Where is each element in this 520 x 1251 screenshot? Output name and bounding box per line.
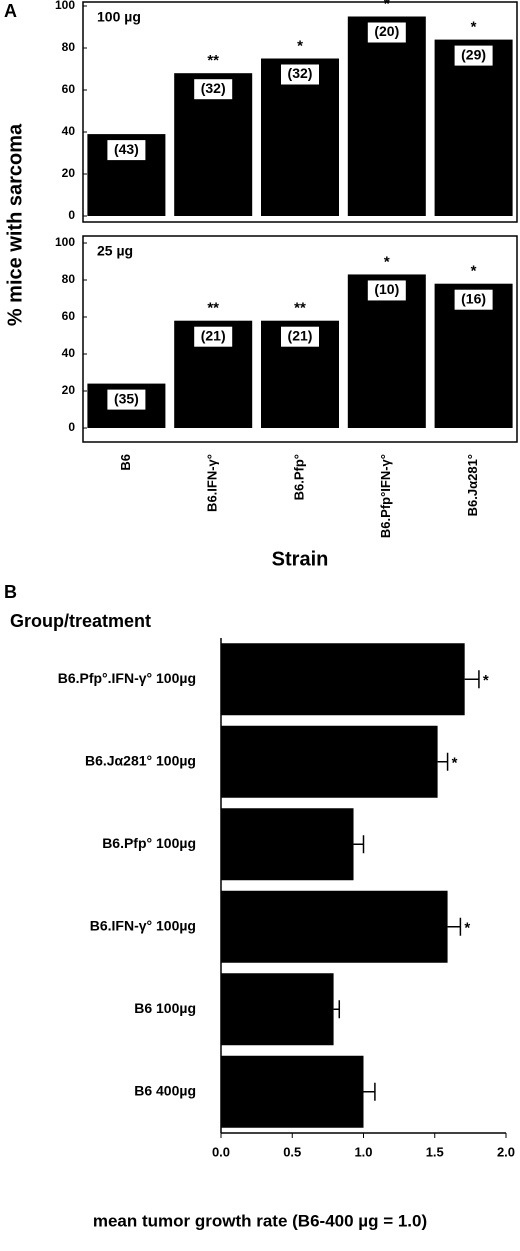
panel-title: Group/treatment xyxy=(10,611,151,631)
significance: * xyxy=(384,253,390,270)
x-tick-label: 0.0 xyxy=(212,1144,230,1159)
count-box xyxy=(454,45,493,66)
y-tick-label: 80 xyxy=(62,40,76,54)
y-tick-label: B6 100µg xyxy=(134,1000,196,1016)
significance: ** xyxy=(207,52,219,69)
x-tick-label: 1.5 xyxy=(426,1144,444,1159)
y-tick-label: B6.IFN-γ° 100µg xyxy=(90,917,196,933)
count-box xyxy=(367,22,406,43)
y-tick-label: 60 xyxy=(62,309,76,323)
x-axis-label: mean tumor growth rate (B6-400 µg = 1.0) xyxy=(93,1211,427,1230)
bar xyxy=(221,643,465,716)
x-axis-label: Strain xyxy=(272,548,329,570)
plot-frame xyxy=(82,1,518,223)
dose-label: 25 µg xyxy=(97,243,133,259)
x-tick-label: B6.Jα281° xyxy=(465,454,480,516)
x-tick-label: B6.Pfp°IFN-γ° xyxy=(378,454,393,538)
significance: * xyxy=(483,672,489,689)
bar xyxy=(261,58,339,216)
count-box xyxy=(454,289,493,310)
count-label: (21) xyxy=(288,327,313,343)
x-tick-label: B6.Pfp° xyxy=(291,454,306,500)
count-label: (35) xyxy=(114,390,139,406)
y-tick-label: 20 xyxy=(62,383,76,397)
y-tick-label: 100 xyxy=(55,0,75,12)
x-tick-label: B6 xyxy=(118,454,133,471)
significance: * xyxy=(471,263,477,280)
significance: * xyxy=(384,0,390,12)
significance: ** xyxy=(207,300,219,317)
significance: * xyxy=(471,19,477,36)
count-label: (16) xyxy=(461,290,486,306)
count-box xyxy=(107,140,146,161)
y-tick-label: 40 xyxy=(62,346,76,360)
y-tick-label: B6.Jα281° 100µg xyxy=(85,752,196,768)
count-box xyxy=(367,280,406,301)
bar xyxy=(221,725,438,798)
x-tick-label: 0.5 xyxy=(283,1144,301,1159)
y-tick-label: 100 xyxy=(55,235,75,249)
count-box xyxy=(281,326,319,347)
x-tick-label: 2.0 xyxy=(497,1144,515,1159)
count-label: (32) xyxy=(288,65,313,81)
panel-letter: B xyxy=(4,582,17,602)
significance: * xyxy=(452,755,458,772)
y-tick-label: 80 xyxy=(62,272,76,286)
count-box xyxy=(194,326,233,347)
count-label: (29) xyxy=(461,46,486,62)
count-label: (43) xyxy=(114,141,139,157)
y-tick-label: B6 400µg xyxy=(134,1082,196,1098)
y-axis-label: % mice with sarcoma xyxy=(4,123,26,326)
count-box xyxy=(281,64,319,85)
x-tick-label: 1.0 xyxy=(354,1144,372,1159)
y-tick-label: 0 xyxy=(68,420,75,434)
y-tick-label: 20 xyxy=(62,166,76,180)
x-tick-label: B6.IFN-γ° xyxy=(205,454,220,512)
plot-frame xyxy=(82,235,518,443)
dose-label: 100 µg xyxy=(97,9,141,25)
count-label: (20) xyxy=(374,23,399,39)
count-label: (32) xyxy=(201,80,226,96)
bar xyxy=(221,973,334,1046)
bar xyxy=(221,1055,364,1128)
bar xyxy=(221,890,448,963)
y-tick-label: B6.Pfp°.IFN-γ° 100µg xyxy=(58,670,196,686)
significance: ** xyxy=(294,300,306,317)
count-box xyxy=(194,79,233,100)
panel-letter: A xyxy=(4,1,17,21)
bar xyxy=(347,16,426,216)
significance: * xyxy=(464,920,470,937)
y-tick-label: 60 xyxy=(62,82,76,96)
y-tick-label: B6.Pfp° 100µg xyxy=(102,835,196,851)
count-box xyxy=(107,389,146,410)
y-tick-label: 40 xyxy=(62,124,76,138)
count-label: (10) xyxy=(374,281,399,297)
bar xyxy=(434,39,513,216)
y-tick-label: 0 xyxy=(68,208,75,222)
bar xyxy=(221,808,354,881)
count-label: (21) xyxy=(201,327,226,343)
significance: * xyxy=(297,37,303,54)
